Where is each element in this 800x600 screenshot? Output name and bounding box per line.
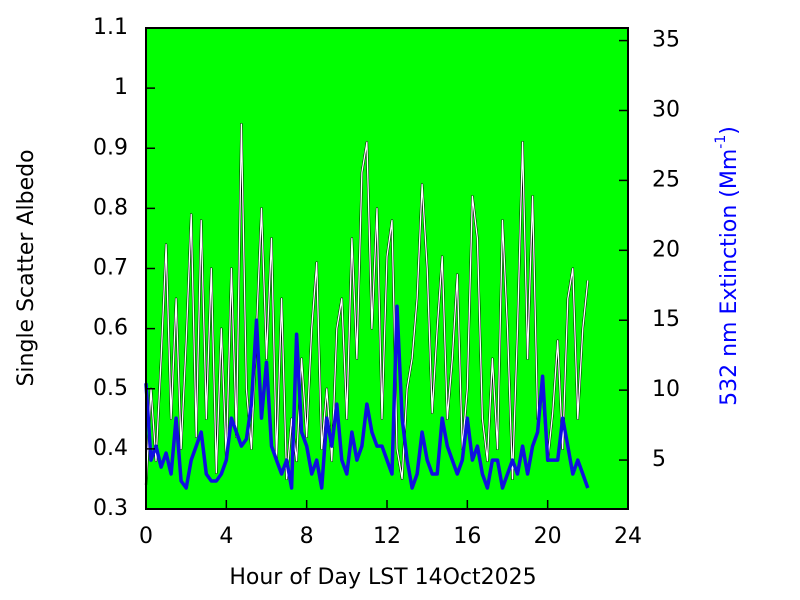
y-tick-label: 0.4 [93, 436, 128, 461]
x-axis-label: Hour of Day LST 14Oct2025 [229, 565, 536, 590]
y-tick-label: 0.8 [93, 195, 128, 220]
y-tick-label: 1 [114, 75, 128, 100]
x-tick-label: 16 [453, 524, 481, 549]
y2-tick-label: 25 [652, 167, 680, 192]
y2-tick-label: 20 [652, 237, 680, 262]
y-axis-label: Single Scatter Albedo [14, 149, 39, 386]
series-line [144, 304, 590, 490]
series-line [145, 123, 589, 485]
y2-tick-label: 35 [652, 28, 680, 53]
y-tick-label: 1.1 [93, 15, 128, 40]
y-tick-label: 0.6 [93, 316, 128, 341]
x-tick-label: 24 [614, 524, 642, 549]
x-tick-label: 8 [300, 524, 314, 549]
y-tick-label: 0.3 [93, 496, 128, 521]
y2-tick-label: 5 [652, 447, 666, 472]
y-tick-label: 0.5 [93, 376, 128, 401]
y2-label-sup: -1 [713, 135, 729, 149]
y2-axis-label: 532 nm Extinction (Mm-1) [713, 126, 742, 406]
x-tick-label: 20 [534, 524, 562, 549]
x-tick-label: 12 [373, 524, 401, 549]
y-tick-label: 0.9 [93, 135, 128, 160]
x-tick-label: 4 [219, 524, 233, 549]
y2-tick-label: 30 [652, 97, 680, 122]
y2-tick-label: 10 [652, 377, 680, 402]
x-tick-label: 0 [139, 524, 153, 549]
y2-label-part: ) [717, 126, 742, 135]
y2-label-part: 532 nm Extinction (Mm [717, 149, 742, 406]
y-tick-label: 0.7 [93, 256, 128, 281]
y2-tick-label: 15 [652, 307, 680, 332]
